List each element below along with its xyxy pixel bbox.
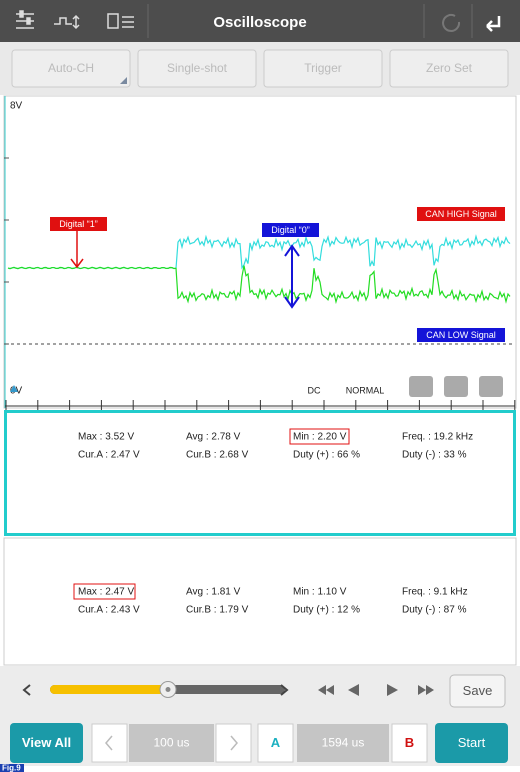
- toolbar-label: Trigger: [304, 61, 342, 75]
- figure-tag: [0, 764, 24, 772]
- stat: Cur.A : 2.43 V: [78, 605, 140, 616]
- toolbar-button[interactable]: [11, 49, 131, 88]
- stat: Duty (+) : 12 %: [293, 605, 360, 616]
- start-button[interactable]: [435, 723, 508, 763]
- channel-panel-2[interactable]: [3, 537, 517, 666]
- cursor-a: A: [271, 735, 281, 750]
- view-all-label: View All: [22, 735, 71, 750]
- stat: Freq. : 9.1 kHz: [402, 587, 468, 598]
- stat: Max : 2.47 V: [78, 587, 134, 598]
- cursor-delta: 1594 us: [322, 736, 365, 750]
- stat: Avg : 1.81 V: [186, 587, 241, 598]
- can-high-tag: [417, 207, 505, 221]
- can-high-label: CAN HIGH Signal: [425, 209, 497, 219]
- digital-zero-tag: [262, 223, 319, 237]
- slider-right[interactable]: [280, 684, 289, 696]
- slider-left[interactable]: [22, 684, 31, 696]
- toolbar-label: Zero Set: [426, 61, 473, 75]
- time-base-box: [129, 724, 214, 762]
- can-low-label: CAN LOW Signal: [426, 330, 496, 340]
- cursor-b-button[interactable]: [391, 723, 428, 763]
- start-label: Start: [458, 735, 486, 750]
- time-next-icon: [230, 735, 238, 751]
- stat: Freq. : 19.2 kHz: [402, 432, 473, 443]
- stat: Duty (-) : 87 %: [402, 605, 467, 616]
- cursor-delta-box: [297, 724, 389, 762]
- stat: Cur.B : 1.79 V: [186, 605, 249, 616]
- trigger-mode: NORMAL: [346, 385, 385, 395]
- back-icon[interactable]: [486, 16, 501, 32]
- time-base: 100 us: [153, 736, 189, 750]
- cursor-b: B: [405, 735, 414, 750]
- header-bar: [0, 0, 520, 42]
- y-ticks: [4, 157, 9, 345]
- scope-tools[interactable]: [409, 376, 503, 397]
- can-low-tag: [417, 328, 505, 342]
- dropdown-corner: [120, 77, 127, 84]
- toolbar-button[interactable]: [137, 49, 257, 88]
- playback-buttons[interactable]: [318, 684, 434, 696]
- refresh-icon[interactable]: [442, 13, 461, 32]
- view-all-button[interactable]: [10, 723, 83, 763]
- digital-one-label: Digital “1”: [59, 219, 98, 229]
- highlight-box: [289, 428, 350, 445]
- stat: Min : 1.10 V: [293, 587, 347, 598]
- channel-panel-1[interactable]: [4, 410, 516, 536]
- stat: Duty (+) : 66 %: [293, 450, 360, 461]
- figure-label: Fig.9: [2, 764, 21, 772]
- toolbar-button[interactable]: [263, 49, 383, 88]
- digital-one-tag: [50, 217, 107, 231]
- digital-zero-arrow: [284, 244, 300, 309]
- toolbar-button[interactable]: [389, 49, 509, 88]
- time-prev[interactable]: [91, 723, 128, 763]
- title: Oscilloscope: [213, 14, 306, 31]
- time-prev-icon: [105, 735, 113, 751]
- stat: Cur.A : 2.47 V: [78, 450, 140, 461]
- scope-area: [3, 95, 517, 409]
- toolbar-label: Single-shot: [167, 61, 228, 75]
- stat: Max : 3.52 V: [78, 432, 134, 443]
- stat: Duty (-) : 33 %: [402, 450, 467, 461]
- zero-marker[interactable]: [10, 385, 18, 392]
- cursor-a-button[interactable]: [257, 723, 294, 763]
- coupling: DC: [308, 385, 321, 395]
- stat: Cur.B : 2.68 V: [186, 450, 249, 461]
- slider-fill: [50, 685, 168, 694]
- header-icons[interactable]: [16, 10, 134, 30]
- digital-one-arrow: [70, 231, 84, 269]
- toolbar-label: Auto-CH: [48, 61, 94, 75]
- slider-knob-dot: [165, 687, 171, 692]
- save-label: Save: [463, 683, 493, 698]
- x-ticks: [5, 400, 516, 411]
- digital-zero-label: Digital “0”: [271, 225, 310, 235]
- time-next[interactable]: [215, 723, 252, 763]
- stat: Avg : 2.78 V: [186, 432, 241, 443]
- can-low-wave: [7, 265, 511, 305]
- save-button[interactable]: [449, 674, 506, 708]
- highlight-box: [73, 583, 136, 600]
- y-top-label: 8V: [10, 101, 23, 112]
- stat: Min : 2.20 V: [293, 432, 347, 443]
